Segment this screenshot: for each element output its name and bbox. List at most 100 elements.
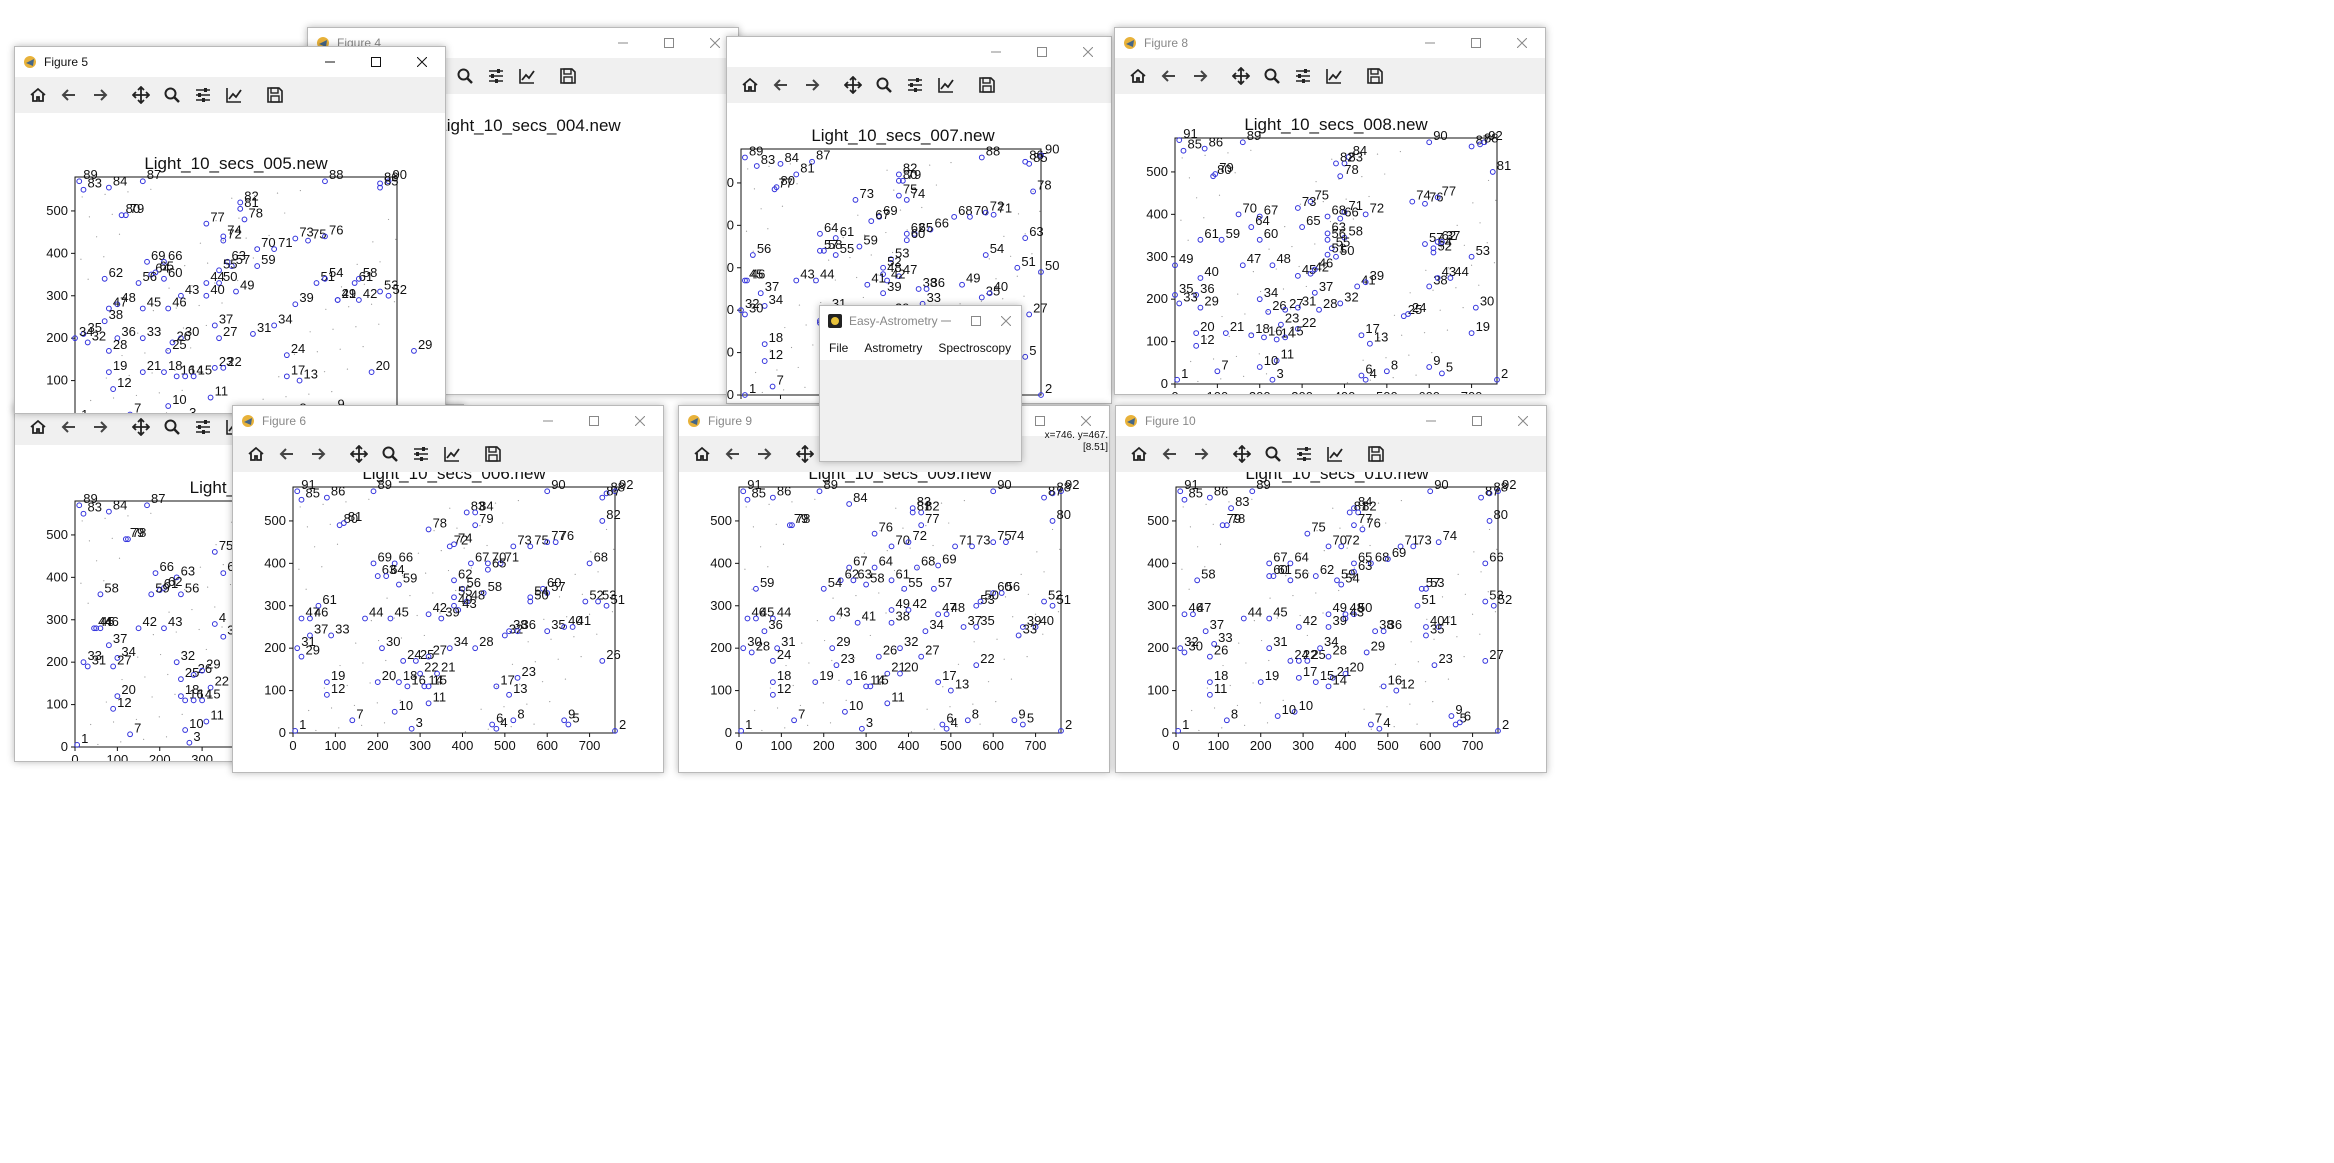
minimize-button[interactable] <box>525 406 571 436</box>
zoom-button[interactable] <box>1257 61 1287 91</box>
forward-button[interactable] <box>797 70 827 100</box>
configure-subplots-button[interactable] <box>188 80 218 110</box>
minimize-button[interactable] <box>1408 406 1454 436</box>
back-icon <box>1161 70 1175 82</box>
home-button[interactable] <box>687 439 717 469</box>
forward-button[interactable] <box>1186 439 1216 469</box>
edit-axis-button[interactable] <box>931 70 961 100</box>
home-button[interactable] <box>1124 439 1154 469</box>
close-button[interactable] <box>692 28 738 58</box>
configure-subplots-button[interactable] <box>1288 61 1318 91</box>
forward-button[interactable] <box>303 439 333 469</box>
window-figure-6[interactable]: Figure 6 Light_10_secs_006.new 0 100 200 300… <box>232 405 664 773</box>
close-button[interactable] <box>617 406 663 436</box>
zoom-button[interactable] <box>450 61 480 91</box>
minimize-button[interactable] <box>307 47 353 77</box>
configure-subplots-button[interactable] <box>188 412 218 442</box>
back-button[interactable] <box>766 70 796 100</box>
close-button[interactable] <box>1063 406 1109 436</box>
zoom-button[interactable] <box>157 80 187 110</box>
maximize-button[interactable] <box>1017 406 1063 436</box>
close-button[interactable] <box>1500 406 1546 436</box>
back-button[interactable] <box>1154 61 1184 91</box>
zoom-button[interactable] <box>157 412 187 442</box>
home-button[interactable] <box>1123 61 1153 91</box>
save-button[interactable] <box>1361 439 1391 469</box>
close-button[interactable] <box>1065 37 1111 67</box>
zoom-button[interactable] <box>1258 439 1288 469</box>
maximize-button[interactable] <box>1019 37 1065 67</box>
close-button[interactable] <box>1499 28 1545 58</box>
maximize-button[interactable] <box>961 306 991 336</box>
title-bar[interactable]: Figure 8 <box>1115 28 1545 58</box>
window-figure-9[interactable]: Figure 9 Light_10_secs_009.new 0 100 200 300… <box>678 405 1110 773</box>
save-button[interactable] <box>260 80 290 110</box>
configure-subplots-button[interactable] <box>406 439 436 469</box>
home-button[interactable] <box>735 70 765 100</box>
configure-subplots-button[interactable] <box>481 61 511 91</box>
title-bar[interactable]: Figure 10 <box>1116 406 1546 436</box>
edit-axis-button[interactable] <box>1320 439 1350 469</box>
maximize-button[interactable] <box>571 406 617 436</box>
menu-spectroscopy[interactable]: Spectroscopy <box>938 341 1012 355</box>
close-button[interactable] <box>991 306 1021 336</box>
back-button[interactable] <box>1155 439 1185 469</box>
save-button[interactable] <box>478 439 508 469</box>
field-dot <box>1363 708 1365 710</box>
field-dot <box>90 399 92 402</box>
forward-button[interactable] <box>1185 61 1215 91</box>
title-bar[interactable]: Easy-Astrometry <box>820 306 1021 336</box>
pan-button[interactable] <box>126 80 156 110</box>
title-bar[interactable]: Figure 7 <box>727 37 1111 67</box>
minimize-button[interactable] <box>600 28 646 58</box>
forward-button[interactable] <box>749 439 779 469</box>
edit-axis-button[interactable] <box>1319 61 1349 91</box>
minimize-button[interactable] <box>973 37 1019 67</box>
forward-button[interactable] <box>85 80 115 110</box>
back-button[interactable] <box>718 439 748 469</box>
title-bar[interactable]: Figure 5 <box>15 47 445 77</box>
pan-button[interactable] <box>126 412 156 442</box>
home-button[interactable] <box>241 439 271 469</box>
menu-astrometry[interactable]: Astrometry <box>864 341 923 355</box>
x-tick-label: 700 <box>579 738 601 753</box>
maximize-button[interactable] <box>353 47 399 77</box>
forward-button[interactable] <box>85 412 115 442</box>
menu-file[interactable]: File <box>829 341 849 355</box>
window-figure-10[interactable]: Figure 10 Light_10_secs_010.new 0 100 200 30… <box>1115 405 1547 773</box>
star-label: 74 <box>1010 528 1024 543</box>
pan-button[interactable] <box>1226 61 1256 91</box>
save-button[interactable] <box>553 61 583 91</box>
maximize-button[interactable] <box>646 28 692 58</box>
back-button[interactable] <box>54 412 84 442</box>
pan-button[interactable] <box>1227 439 1257 469</box>
save-button[interactable] <box>972 70 1002 100</box>
edit-axis-button[interactable] <box>219 80 249 110</box>
back-button[interactable] <box>54 80 84 110</box>
edit-axis-button[interactable] <box>437 439 467 469</box>
pan-button[interactable] <box>838 70 868 100</box>
minimize-button[interactable] <box>1407 28 1453 58</box>
maximize-button[interactable] <box>1454 406 1500 436</box>
zoom-button[interactable] <box>869 70 899 100</box>
star-marker <box>903 230 910 237</box>
home-button[interactable] <box>23 412 53 442</box>
field-dot <box>950 161 952 164</box>
configure-subplots-button[interactable] <box>900 70 930 100</box>
pan-button[interactable] <box>344 439 374 469</box>
maximize-button[interactable] <box>1453 28 1499 58</box>
back-button[interactable] <box>272 439 302 469</box>
zoom-button[interactable] <box>375 439 405 469</box>
close-button[interactable] <box>399 47 445 77</box>
minimize-button[interactable] <box>931 306 961 336</box>
window-figure-8[interactable]: Figure 8 Light_10_secs_008.new 0 100 200 300… <box>1114 27 1546 395</box>
edit-axis-button[interactable] <box>512 61 542 91</box>
pan-button[interactable] <box>790 439 820 469</box>
save-button[interactable] <box>1360 61 1390 91</box>
title-bar[interactable]: Figure 6 <box>233 406 663 436</box>
home-button[interactable] <box>23 80 53 110</box>
configure-subplots-button[interactable] <box>1289 439 1319 469</box>
window-figure-5[interactable]: Figure 5 Light_10_secs_005.new0100200300… <box>14 46 446 414</box>
axes-frame <box>1175 486 1499 734</box>
window-easy-astrometry[interactable]: Easy-Astrometry File Astrometry Spectros… <box>819 305 1022 462</box>
